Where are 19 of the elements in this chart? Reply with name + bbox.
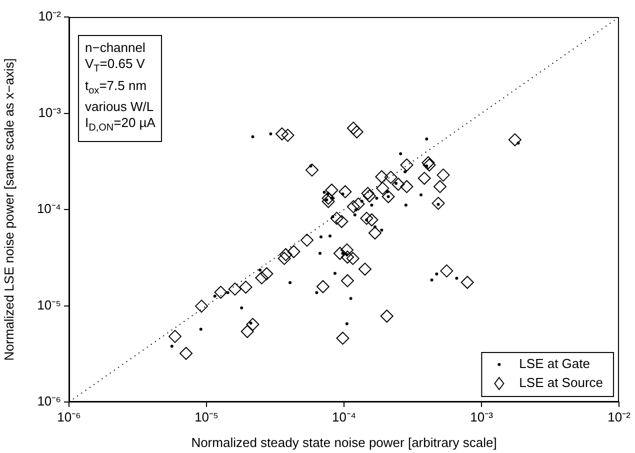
- legend-label: LSE at Gate: [519, 356, 590, 372]
- x-axis-title: Normalized steady state noise power [arbitrary scale]: [191, 434, 497, 450]
- y-tick-label: 10⁻²: [38, 8, 62, 24]
- y-tick-label: 10⁻⁶: [37, 394, 61, 409]
- x-tick-label: 10⁻²: [608, 409, 632, 424]
- y-tick-label: 10⁻³: [38, 104, 62, 120]
- annotation: I$_{D,ON}$=20 µA: [85, 115, 156, 136]
- y-axis-title: Normalized LSE noise power [same scale as x−axis]: [1, 58, 16, 361]
- legend-label: LSE at Source: [519, 375, 603, 390]
- annotation: V$_{T}$=0.65 V: [85, 56, 146, 77]
- x-tick-label: 10⁻⁵: [194, 409, 218, 424]
- y-tick-label: 10⁻⁴: [36, 201, 61, 216]
- annotation: n−channel: [85, 40, 146, 56]
- x-tick-label: 10⁻³: [470, 409, 494, 424]
- y-tick-label: 10⁻⁵: [37, 297, 61, 312]
- annotation: t$_{ox}$=7.5 nm: [85, 78, 148, 98]
- x-tick-label: 10⁻⁶: [57, 409, 81, 424]
- annotation: various W/L: [85, 99, 155, 116]
- x-tick-label: 10⁻⁴: [332, 409, 356, 424]
